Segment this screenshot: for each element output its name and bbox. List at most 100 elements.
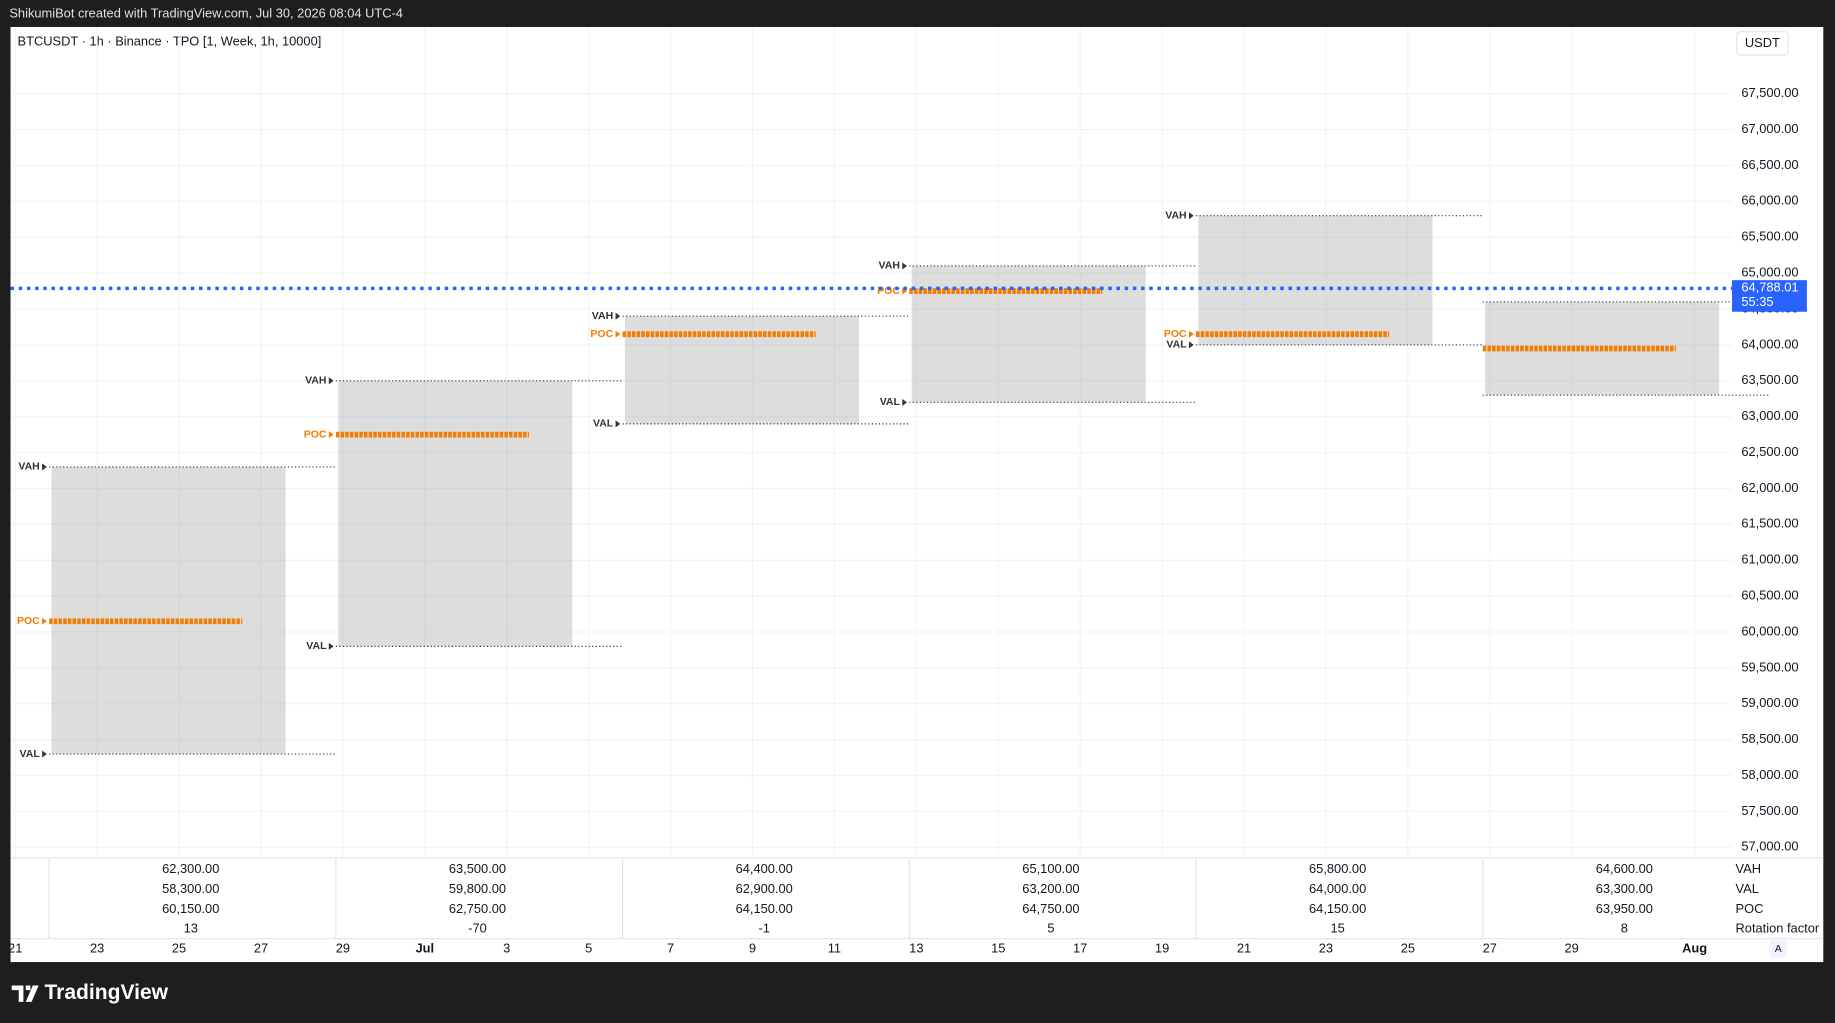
tag-arrow <box>615 420 621 428</box>
val-tag: VAL <box>880 396 901 408</box>
currency: USDT <box>1745 35 1780 50</box>
poc-cell: 64,750.00 <box>1022 901 1079 916</box>
vah-cell: 64,600.00 <box>1596 861 1653 876</box>
poc-cell: 63,950.00 <box>1596 901 1653 916</box>
last-price-label: 64,788.01 <box>1741 280 1798 295</box>
y-tick-label: 59,000.00 <box>1741 695 1798 710</box>
brand: TradingView <box>44 981 168 1004</box>
y-tick-label: 64,000.00 <box>1741 336 1798 351</box>
x-tick-label: Aug <box>1682 941 1707 956</box>
poc-cell: 62,750.00 <box>449 901 506 916</box>
y-tick-label: 66,500.00 <box>1741 157 1798 172</box>
x-tick-label: 25 <box>172 941 186 956</box>
poc-tag: POC <box>304 428 327 440</box>
scale-mode-button[interactable] <box>1769 939 1788 958</box>
vah-tag: VAH <box>879 260 900 272</box>
val-cell: 63,300.00 <box>1596 881 1653 896</box>
val-cell: 63,200.00 <box>1022 881 1079 896</box>
x-tick-label: 19 <box>1155 941 1169 956</box>
plot: VAHVALPOCVAHVALPOCVAHVALPOCVAHVALPOCVAHV… <box>10 209 1770 760</box>
poc-cell: 64,150.00 <box>1309 901 1366 916</box>
y-tick-label: 61,000.00 <box>1741 552 1798 567</box>
vah-tag: VAH <box>592 310 613 322</box>
tag-arrow <box>902 398 907 406</box>
poc-tag: POC <box>877 285 900 297</box>
vah-cell: 63,500.00 <box>449 861 506 876</box>
header-text: ShikumiBot created with TradingView.com,… <box>9 6 403 21</box>
x-tick-label: 23 <box>90 941 104 956</box>
value-area <box>338 380 573 647</box>
row-label: POC <box>1736 901 1764 916</box>
chart-panel <box>10 27 1824 963</box>
y-tick-label: 62,500.00 <box>1741 444 1798 459</box>
y-tick-label: 67,500.00 <box>1741 85 1798 100</box>
y-tick-label: 58,500.00 <box>1741 731 1798 746</box>
vah-cell: 62,300.00 <box>162 861 219 876</box>
rotation-cell: -1 <box>758 921 769 936</box>
val-cell: 64,000.00 <box>1309 881 1366 896</box>
poc-tag: POC <box>1164 328 1187 340</box>
x-tick-label: 27 <box>254 941 268 956</box>
y-tick-label: 63,500.00 <box>1741 372 1798 387</box>
y-tick-label: 62,000.00 <box>1741 480 1798 495</box>
value-area <box>51 466 286 755</box>
y-tick-label: 61,500.00 <box>1741 516 1798 531</box>
rotation-cell: -70 <box>468 921 487 936</box>
tag-arrow <box>1189 341 1194 349</box>
x-tick-label: 27 <box>1483 941 1497 956</box>
tag-arrow <box>615 312 621 320</box>
x-tick-label: 25 <box>1401 941 1415 956</box>
row-label: Rotation factor <box>1736 921 1820 936</box>
tag-arrow <box>328 377 334 385</box>
val-tag: VAL <box>306 640 327 652</box>
logo-mark <box>11 985 39 1002</box>
val-cell: 58,300.00 <box>162 881 219 896</box>
x-tick-label: 11 <box>828 941 841 956</box>
val-tag: VAL <box>1166 339 1187 351</box>
x-tick-label: 29 <box>336 941 350 956</box>
value-area <box>911 265 1146 403</box>
vah-tag: VAH <box>18 461 39 473</box>
last-price-box <box>1732 280 1807 312</box>
y-tick-label: 66,000.00 <box>1741 193 1798 208</box>
countdown: 55:35 <box>1741 294 1773 309</box>
poc-cell: 64,150.00 <box>736 901 793 916</box>
y-tick-label: 65,000.00 <box>1741 265 1798 280</box>
vah-cell: 65,100.00 <box>1022 861 1079 876</box>
val-cell: 59,800.00 <box>449 881 506 896</box>
y-tick-label: 57,500.00 <box>1741 803 1798 818</box>
vah-cell: 65,800.00 <box>1309 861 1366 876</box>
tag-arrow <box>1189 330 1194 338</box>
poc-tag: POC <box>17 615 40 627</box>
y-tick-label: 58,000.00 <box>1741 767 1798 782</box>
grid <box>10 27 1733 858</box>
x-tick-label: 21 <box>8 941 22 956</box>
y-tick-label: 59,500.00 <box>1741 659 1798 674</box>
tag-arrow <box>1189 212 1194 220</box>
value-area <box>1198 215 1433 345</box>
currency-box[interactable] <box>1736 31 1789 56</box>
y-tick-label: 63,000.00 <box>1741 408 1798 423</box>
x-tick-label: 7 <box>667 941 674 956</box>
x-tick-label: 23 <box>1319 941 1333 956</box>
x-tick-label: 13 <box>909 941 923 956</box>
rotation-cell: 15 <box>1330 921 1344 936</box>
x-tick-label: 21 <box>1237 941 1251 956</box>
tag-arrow <box>42 463 47 471</box>
row-label: VAL <box>1736 881 1759 896</box>
x-tick-label: 15 <box>991 941 1005 956</box>
poc-cell: 60,150.00 <box>162 901 219 916</box>
val-tag: VAL <box>593 418 614 430</box>
vah-tag: VAH <box>1165 209 1186 221</box>
y-tick-label: 57,000.00 <box>1741 839 1798 854</box>
logo: TradingView <box>11 981 169 1004</box>
poc-tag: POC <box>590 328 613 340</box>
x-tick-label: 17 <box>1073 941 1087 956</box>
x-tick-label: Jul <box>416 941 435 956</box>
vah-tag: VAH <box>305 375 326 387</box>
rotation-cell: 13 <box>184 921 198 936</box>
x-tick-label: 9 <box>749 941 756 956</box>
chart-title: BTCUSDT · 1h · Binance · TPO [1, Week, 1… <box>18 34 322 49</box>
y-tick-label: 60,000.00 <box>1741 623 1798 638</box>
